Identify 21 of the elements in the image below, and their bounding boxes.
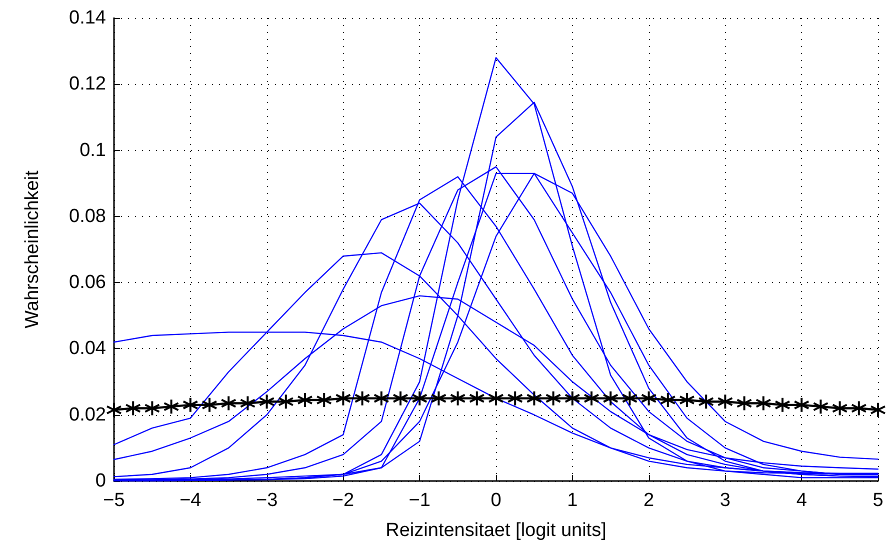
y-tick-label: 0 [95, 470, 106, 492]
x-tick-label: 5 [872, 490, 884, 511]
x-tick-label: 1 [567, 490, 578, 511]
x-tick-label: −4 [180, 490, 202, 511]
x-tick-label: 0 [490, 490, 502, 511]
x-tick-label: −1 [408, 490, 430, 511]
x-tick-label: 3 [720, 490, 730, 511]
y-tick-label: 0.14 [69, 8, 106, 28]
y-tick-label: 0.12 [69, 74, 106, 95]
y-tick-label: 0.1 [80, 140, 106, 161]
y-tick-label: 0.04 [69, 338, 106, 360]
y-axis-title: Wahrscheinlichkeit [22, 170, 43, 328]
x-tick-label: −2 [332, 490, 354, 511]
x-tick-label: −5 [103, 490, 125, 511]
x-tick-label: −3 [256, 490, 278, 511]
y-tick-label: 0.06 [69, 272, 106, 294]
y-tick-label: 0.08 [69, 206, 106, 227]
x-tick-label: 2 [644, 490, 654, 511]
x-axis-title: Reizintensitaet [logit units] [386, 520, 606, 541]
x-tick-label: 4 [796, 490, 808, 511]
y-tick-label: 0.02 [69, 404, 106, 426]
